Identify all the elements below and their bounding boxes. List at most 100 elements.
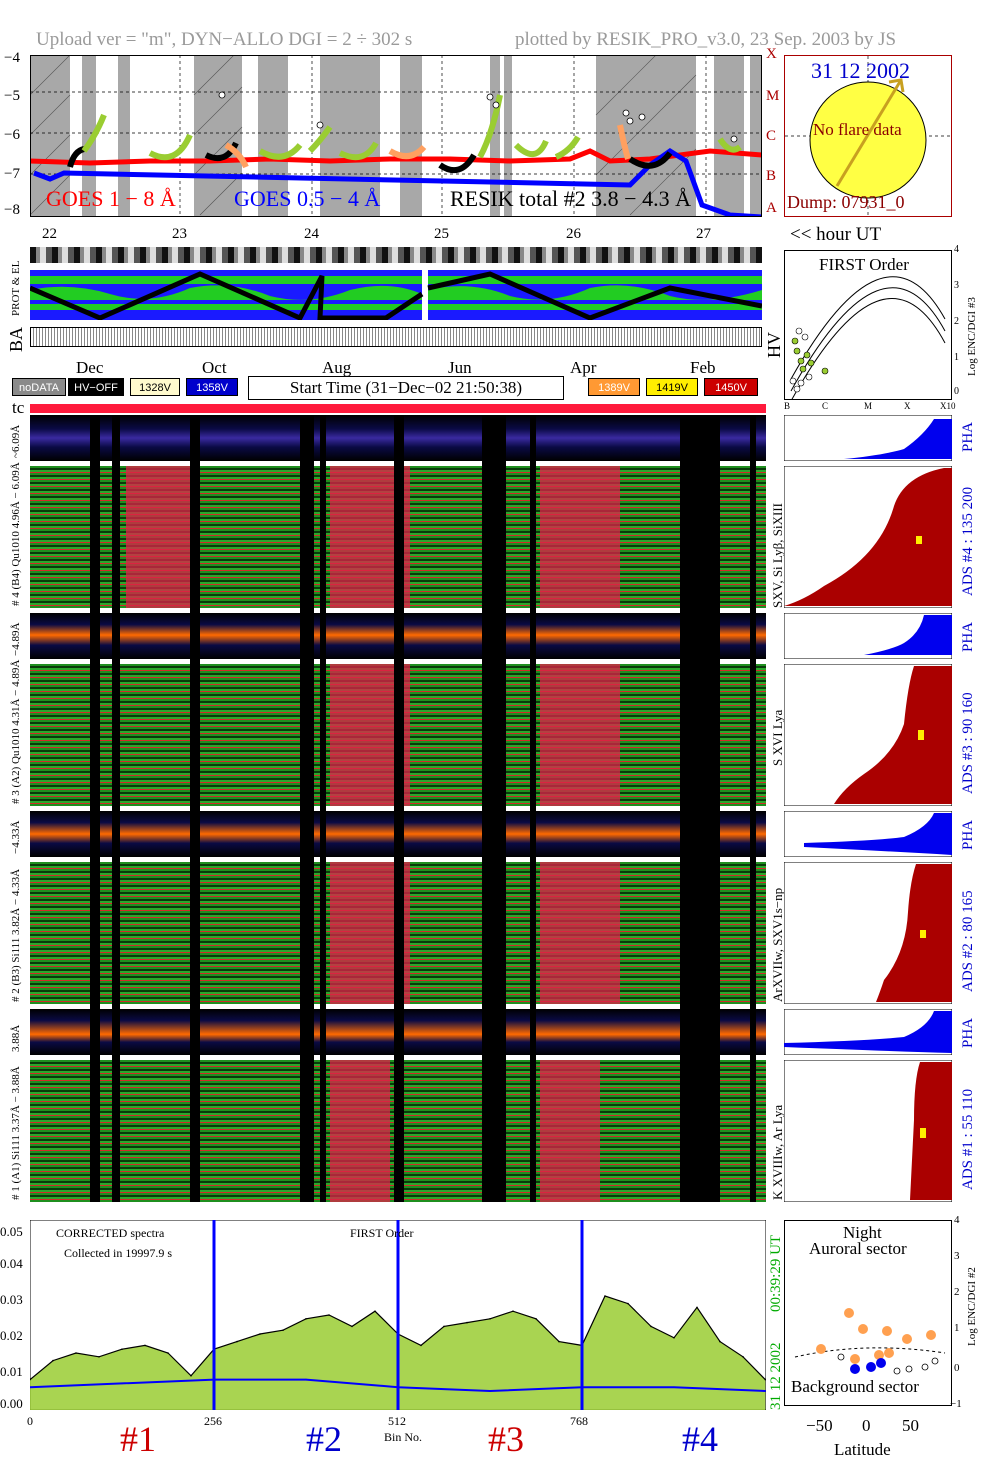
- channel-1-pha-label: 3.88Å: [10, 1024, 22, 1052]
- hour-tick: 27: [696, 226, 711, 242]
- channel-1-pha: PHA: [960, 1017, 976, 1048]
- goes-ytick: −5: [4, 88, 20, 104]
- spectrum-date: 31 12 2002: [768, 1342, 784, 1411]
- goes-ytick: −4: [4, 50, 20, 66]
- channel-2-pha-label: −4.33Å: [10, 820, 22, 854]
- spectrum-point: [604, 1295, 606, 1297]
- ba-strip: [30, 327, 762, 347]
- badge-1358v: 1358V: [186, 378, 238, 396]
- ba-label: BA: [6, 326, 26, 352]
- spectrum-xtick: 0: [27, 1414, 33, 1428]
- latitude-ytick: 2: [954, 1286, 960, 1298]
- first-order-xtick: M: [864, 401, 873, 411]
- goes-plot: [30, 55, 762, 217]
- goes-ytick: −7: [4, 166, 20, 182]
- latitude-ytick: 3: [954, 1250, 960, 1262]
- hour-tick: 24: [304, 226, 319, 242]
- goes-scatter-points: [218, 91, 738, 143]
- first-order-ytick: 2: [954, 316, 959, 327]
- goes-label-black: RESIK total #2 3.8 − 4.3 Å: [450, 186, 691, 211]
- spectrum-xtick: 256: [204, 1414, 222, 1428]
- header-right: plotted by RESIK_PRO_v3.0, 23 Sep. 2003 …: [515, 29, 897, 50]
- prot-el-plot: [30, 270, 762, 320]
- spectrum-point: [764, 1378, 766, 1381]
- spectrum-point: [282, 1329, 284, 1331]
- first-order-ytick: 0: [954, 386, 959, 397]
- latitude-xtick: 0: [862, 1416, 871, 1435]
- badge-1450v: 1450V: [704, 378, 758, 396]
- spectrum-point: [98, 1356, 100, 1358]
- badge-nodata: noDATA: [12, 378, 66, 396]
- ads-histogram-2: [784, 862, 952, 1004]
- month-label: Aug: [322, 358, 352, 377]
- first-order-xtick: X10: [940, 401, 956, 411]
- channel-3-label: # 3 (A2) Qu1010 4.31Å − 4.89Å: [10, 659, 22, 804]
- first-order-ytick: 4: [954, 244, 959, 255]
- goes-class-b: B: [766, 168, 777, 184]
- spectrum-ytick: 0.04: [0, 1256, 23, 1271]
- channel-2-ads: ADS #2 : 80 165: [960, 890, 976, 992]
- spectrum-point: [236, 1340, 238, 1343]
- spectrum-point: [52, 1359, 54, 1362]
- hour-tick: 22: [42, 226, 57, 242]
- pha-histogram-3: [784, 613, 952, 659]
- channel-3-pha: PHA: [960, 621, 976, 652]
- prot-el-label: PROT & EL: [10, 260, 22, 316]
- channel-2-pha: PHA: [960, 819, 976, 850]
- spectrum-ytick: 0.02: [0, 1328, 23, 1343]
- spectrum-point: [305, 1318, 307, 1320]
- first-order-ylabel: Log ENC/DGI #3: [966, 297, 978, 376]
- spectrum-point: [420, 1344, 422, 1347]
- first-order-xtick: C: [822, 401, 829, 411]
- spectrum-point: [305, 1378, 307, 1381]
- spectrum-ytick: 0.05: [0, 1224, 23, 1239]
- section-label-4: #4: [682, 1419, 718, 1459]
- spectrum-title2: Collected in 19997.9 s: [64, 1246, 172, 1260]
- latitude-bottom: Background sector: [791, 1377, 919, 1396]
- section-label-3: #3: [488, 1419, 524, 1459]
- latitude-title2: Auroral sector: [809, 1239, 907, 1258]
- header-left: Upload ver = "m", DYN−ALLO DGI = 2 ÷ 302…: [36, 29, 413, 50]
- goes-orbit-segments: [67, 94, 742, 174]
- latitude-ytick: 4: [954, 1214, 960, 1226]
- goes-label-red: GOES 1 − 8 Å: [46, 186, 176, 211]
- ads-histogram-1: [784, 1060, 952, 1202]
- goes-short-curve: [33, 148, 762, 217]
- spectrum-point: [374, 1310, 376, 1312]
- hours-unit: << hour UT: [790, 224, 882, 245]
- channel-3-pha-label: −4.89Å: [10, 622, 22, 656]
- latitude-panel: Night Auroral sector Background sector: [784, 1220, 952, 1406]
- badge-1419v: 1419V: [646, 378, 698, 396]
- latitude-xtick: 50: [902, 1416, 919, 1435]
- latitude-title1: Night: [843, 1223, 882, 1242]
- spectrum-ytick: 0.01: [0, 1364, 23, 1379]
- sun-panel: 31 12 2002 No flare data Dump: 07931_0: [784, 55, 952, 217]
- spectrum-title3: FIRST Order: [350, 1226, 414, 1240]
- latitude-xtick: −50: [806, 1416, 833, 1435]
- spectrum-point: [30, 1386, 31, 1388]
- latitude-ylabel: Log ENC/DGI #2: [966, 1267, 978, 1346]
- goes-class-m: M: [766, 88, 780, 104]
- latitude-ytick: 0: [954, 1362, 960, 1374]
- ads-histogram-4: [784, 466, 952, 608]
- first-order-xtick: B: [784, 401, 791, 411]
- spectrum-point: [627, 1302, 629, 1305]
- latitude-xlabel: Latitude: [834, 1440, 891, 1459]
- first-order-ytick: 1: [954, 352, 959, 363]
- spectrum-point: [558, 1340, 560, 1343]
- channel-1-ads: ADS #1 : 55 110: [960, 1088, 976, 1190]
- goes-class-a: A: [766, 200, 777, 216]
- tc-strip: [30, 404, 766, 413]
- channel-4-ads: ADS #4 : 135 200: [960, 486, 976, 596]
- spectrum-ytick: 0.00: [0, 1396, 23, 1411]
- spectrum-point: [764, 1390, 766, 1392]
- spectrum-point: [489, 1318, 491, 1320]
- spectrum-point: [673, 1337, 675, 1339]
- channel-1-label: # 1 (A1) Si111 3.37Å − 3.88Å: [10, 1066, 22, 1200]
- sun-message: No flare data: [813, 120, 902, 139]
- first-order-xtick: X: [904, 401, 911, 411]
- channel-4-label: # 4 (B4) Qu1010 4.96Å − 6.09Å: [10, 462, 22, 606]
- month-label: Dec: [76, 358, 104, 377]
- spectrum-xlabel: Bin No.: [384, 1430, 423, 1444]
- section-label-2: #2: [306, 1419, 342, 1459]
